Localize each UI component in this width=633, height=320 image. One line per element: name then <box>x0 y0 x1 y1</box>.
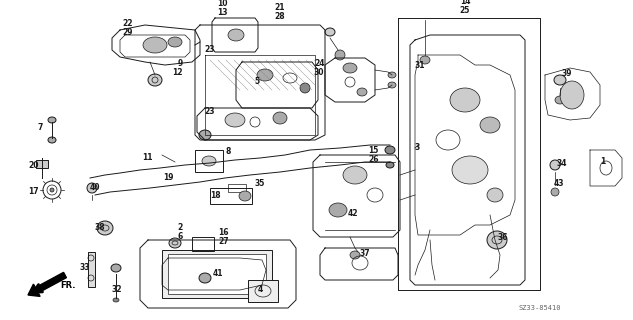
Text: 24
30: 24 30 <box>314 59 325 77</box>
Text: SZ33-85410: SZ33-85410 <box>519 305 561 311</box>
Bar <box>36 160 48 168</box>
Ellipse shape <box>300 83 310 93</box>
Text: 39: 39 <box>562 68 572 77</box>
Ellipse shape <box>335 50 345 60</box>
Ellipse shape <box>143 37 167 53</box>
Ellipse shape <box>111 264 121 272</box>
Ellipse shape <box>168 37 182 47</box>
Text: 10
13: 10 13 <box>216 0 227 17</box>
Text: 32: 32 <box>112 285 123 294</box>
Bar <box>195 150 223 172</box>
Text: 42: 42 <box>348 209 358 218</box>
Ellipse shape <box>257 69 273 81</box>
Bar <box>162 250 272 298</box>
Text: 14
25: 14 25 <box>460 0 470 15</box>
Ellipse shape <box>555 96 565 104</box>
Ellipse shape <box>560 81 584 109</box>
Text: 4: 4 <box>258 285 263 294</box>
Bar <box>248 280 278 302</box>
Ellipse shape <box>273 112 287 124</box>
Bar <box>228 184 246 192</box>
Ellipse shape <box>450 88 480 112</box>
Text: 3: 3 <box>415 142 420 151</box>
Text: 40: 40 <box>90 182 101 191</box>
Ellipse shape <box>329 203 347 217</box>
Text: 18: 18 <box>210 191 221 201</box>
Ellipse shape <box>487 231 507 249</box>
Text: 22
29: 22 29 <box>123 19 133 37</box>
Text: 43: 43 <box>554 179 565 188</box>
Bar <box>192 237 214 251</box>
Text: 31: 31 <box>415 61 425 70</box>
Text: 23: 23 <box>204 45 215 54</box>
Ellipse shape <box>388 72 396 78</box>
Ellipse shape <box>225 113 245 127</box>
Ellipse shape <box>480 117 500 133</box>
Ellipse shape <box>202 156 216 166</box>
Text: 16
27: 16 27 <box>218 228 229 246</box>
Ellipse shape <box>388 82 396 88</box>
Ellipse shape <box>228 29 244 41</box>
Ellipse shape <box>97 221 113 235</box>
Ellipse shape <box>48 117 56 123</box>
Bar <box>88 252 95 287</box>
Ellipse shape <box>48 137 56 143</box>
Text: 37: 37 <box>360 250 371 259</box>
Text: 34: 34 <box>557 158 568 167</box>
Ellipse shape <box>487 188 503 202</box>
Text: 35: 35 <box>255 179 265 188</box>
Ellipse shape <box>148 74 162 86</box>
Text: 21
28: 21 28 <box>275 3 285 21</box>
Text: 5: 5 <box>254 77 259 86</box>
Ellipse shape <box>343 63 357 73</box>
Ellipse shape <box>169 238 181 248</box>
Ellipse shape <box>550 160 560 170</box>
FancyArrow shape <box>28 272 66 296</box>
Ellipse shape <box>385 146 395 154</box>
Text: FR.: FR. <box>60 281 75 290</box>
Ellipse shape <box>50 188 54 192</box>
Ellipse shape <box>325 28 335 36</box>
Ellipse shape <box>199 130 211 140</box>
Ellipse shape <box>239 191 251 201</box>
Text: 9
12: 9 12 <box>173 59 183 77</box>
Text: 2
6: 2 6 <box>177 223 182 241</box>
Text: 8: 8 <box>225 148 230 156</box>
Ellipse shape <box>343 166 367 184</box>
Text: 33: 33 <box>80 263 91 273</box>
Ellipse shape <box>87 183 97 193</box>
Ellipse shape <box>551 188 559 196</box>
Bar <box>210 188 252 204</box>
Text: 23: 23 <box>204 108 215 116</box>
Text: 41: 41 <box>213 268 223 277</box>
Ellipse shape <box>113 298 119 302</box>
Ellipse shape <box>350 251 360 259</box>
Ellipse shape <box>554 75 566 85</box>
Text: 7: 7 <box>38 124 44 132</box>
Text: 11: 11 <box>142 154 153 163</box>
Text: 38: 38 <box>95 223 106 233</box>
Text: 19: 19 <box>163 172 173 181</box>
Text: 17: 17 <box>28 188 39 196</box>
Ellipse shape <box>386 162 394 168</box>
Ellipse shape <box>357 88 367 96</box>
Bar <box>168 254 266 294</box>
Ellipse shape <box>199 273 211 283</box>
Text: 20: 20 <box>28 161 39 170</box>
Ellipse shape <box>452 156 488 184</box>
Ellipse shape <box>420 56 430 64</box>
Text: 1: 1 <box>600 157 605 166</box>
Text: 15
26: 15 26 <box>368 146 379 164</box>
Text: 36: 36 <box>498 233 508 242</box>
